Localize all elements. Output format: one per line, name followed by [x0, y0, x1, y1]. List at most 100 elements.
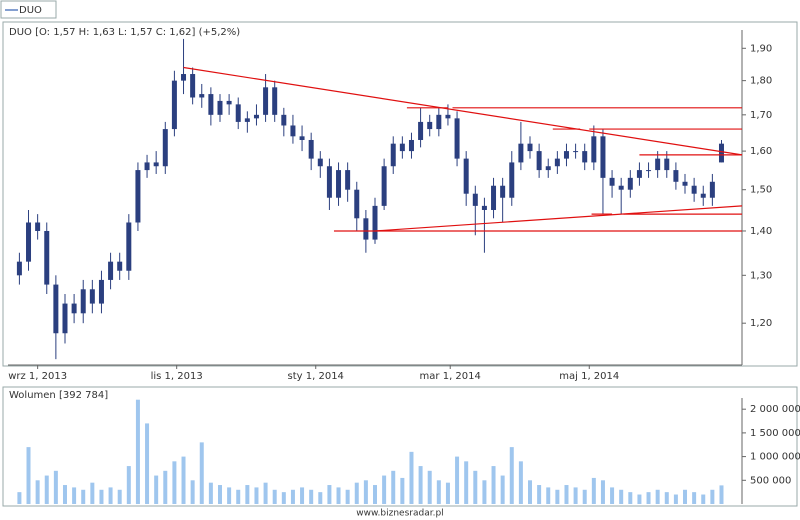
candle-body	[372, 205, 378, 240]
legend-box	[0, 0, 57, 19]
volume-bar	[227, 487, 232, 504]
candle-body	[190, 74, 196, 98]
candle-body	[509, 162, 515, 198]
volume-bar	[445, 482, 450, 504]
candle-body	[536, 151, 542, 171]
volume-bar	[181, 456, 186, 504]
candle-body	[363, 218, 369, 240]
volume-bar	[290, 489, 295, 504]
candle-body	[153, 162, 159, 167]
candle-body	[545, 166, 551, 171]
candle-body	[591, 136, 597, 163]
candle-body	[299, 136, 305, 140]
candle-body	[481, 205, 487, 210]
candle-body	[463, 158, 469, 194]
candle-body	[44, 230, 50, 285]
volume-bar	[537, 485, 542, 504]
candle-body	[326, 166, 332, 198]
volume-bar	[117, 489, 122, 504]
volume-bar	[336, 487, 341, 504]
volume-bar	[62, 485, 67, 504]
volume-bar	[673, 494, 678, 504]
y-tick-label: 1,80	[750, 76, 772, 87]
volume-bar	[436, 480, 441, 504]
candle-body	[500, 185, 506, 198]
candle-body	[627, 177, 633, 190]
x-tick-label: maj 1, 2014	[559, 371, 619, 382]
candle-body	[573, 151, 579, 153]
volume-bar	[464, 461, 469, 504]
volume-bar	[35, 480, 40, 504]
candle-body	[381, 166, 387, 206]
volume-bar	[199, 442, 204, 504]
volume-bar	[546, 487, 551, 504]
candle-body	[609, 177, 615, 186]
candle-body	[664, 158, 670, 171]
candle-body	[98, 279, 104, 304]
volume-bar	[628, 492, 633, 504]
candle-body	[272, 87, 278, 115]
candle-body	[162, 129, 168, 167]
candle-body	[655, 158, 661, 171]
y-tick-label: 1 000 000	[750, 452, 800, 463]
candle-body	[89, 289, 95, 304]
candle-body	[80, 289, 86, 314]
legend-label: DUO	[19, 5, 42, 16]
candle-body	[308, 139, 314, 159]
volume-bar	[382, 475, 387, 504]
y-tick-label: 2 000 000	[750, 404, 800, 415]
price-panel	[2, 21, 798, 367]
candle-body	[445, 114, 451, 119]
volume-bar	[409, 451, 414, 504]
candle-body	[336, 170, 342, 198]
volume-bar	[327, 485, 332, 504]
candle-body	[399, 143, 405, 152]
y-tick-label: 1,40	[750, 226, 772, 237]
candle-body	[527, 143, 533, 152]
candle-body	[144, 162, 150, 171]
candle-body	[563, 151, 569, 159]
volume-bar	[619, 489, 624, 504]
candle-body	[436, 114, 442, 130]
volume-bar	[719, 485, 724, 504]
volume-bar	[646, 492, 651, 504]
candle-body	[117, 261, 123, 271]
candle-body	[26, 222, 32, 262]
volume-bar	[17, 492, 22, 504]
volume-bar	[263, 482, 268, 504]
y-tick-label: 1,50	[750, 185, 772, 196]
volume-bar	[154, 475, 159, 504]
volume-bar	[491, 466, 496, 504]
candle-body	[427, 121, 433, 130]
volume-bar	[600, 480, 605, 504]
volume-bar	[272, 489, 277, 504]
candle-body	[354, 189, 360, 219]
candle-body	[454, 118, 460, 159]
candle-body	[53, 284, 59, 334]
candle-body	[217, 100, 223, 115]
candle-body	[16, 261, 22, 276]
candle-body	[281, 114, 287, 126]
candle-body	[62, 303, 68, 334]
candle-body	[682, 181, 688, 186]
volume-bar	[692, 492, 697, 504]
volume-bar	[482, 480, 487, 504]
volume-bar	[664, 492, 669, 504]
volume-bar	[44, 475, 49, 504]
volume-bar	[99, 489, 104, 504]
candle-body	[518, 143, 524, 163]
volume-bar	[81, 489, 86, 504]
y-tick-label: 1,70	[750, 110, 772, 121]
volume-bar	[135, 399, 140, 504]
volume-bar	[637, 494, 642, 504]
candle-body	[390, 143, 396, 167]
trend-line	[374, 205, 743, 232]
candle-body	[208, 94, 214, 115]
volume-bar	[309, 489, 314, 504]
candle-body	[472, 193, 478, 206]
price-header: DUO [O: 1,57 H: 1,63 L: 1,57 C: 1,62] (+…	[9, 27, 240, 38]
volume-bar	[145, 423, 150, 504]
volume-bar	[190, 480, 195, 504]
x-tick-label: mar 1, 2014	[420, 371, 481, 382]
volume-bar	[610, 487, 615, 504]
